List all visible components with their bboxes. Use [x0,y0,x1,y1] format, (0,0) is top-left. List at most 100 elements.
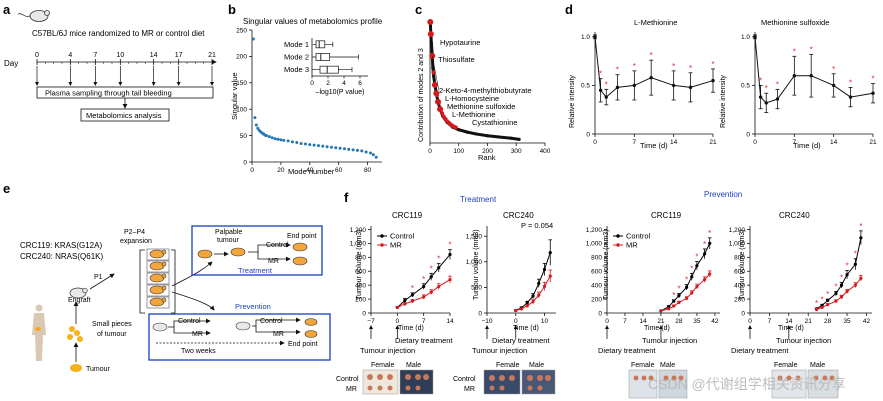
chart-f4-significance-star: * [826,290,829,299]
chart-d2-significance-star: * [759,76,762,85]
chart-f4-point-mr [834,299,838,303]
chart-f2-xtick-label: 10 [541,318,549,325]
expansion-mouse-frame [146,296,170,309]
expansion-mouse-frame [146,248,170,261]
chart-d2-xtick-label: 0 [753,139,757,146]
chart-f3-legend-label: Control [626,232,651,241]
chart-d1-line [594,36,714,98]
chart-f2-xlabel: Time (d) [513,325,539,332]
chart-c-xtick-label: 100 [453,148,464,155]
panel-f: f Treatment Prevention CRC119 CRC240 CRC… [336,190,872,399]
chart-b-point [360,149,364,153]
inset-xtick-label: 2 [326,80,330,87]
chart-d2-title: Methionine sulfoxide [761,18,829,27]
chart-f3-ytick-label: 200 [591,296,602,303]
sampling-arrowhead [118,82,123,86]
chart-f1-legend-marker [380,234,384,238]
inset-xlabel: –log10(P value) [316,89,365,96]
chart-c-point [457,128,461,132]
chart-f3-ytick-label: 1,000 [586,241,603,248]
chart-b-point [253,116,257,120]
chart-f3-point-control [672,299,676,303]
day-tick-label: 17 [175,52,183,59]
chart-b-point [347,147,351,151]
panel-c: c Contribution of modes 2 and 3 Rank 0 10… [415,2,551,162]
small-pieces-line2: of tumour [97,331,127,338]
chart-d1-significance-star: * [633,62,636,71]
chart-d1-ytick-label: 1.0 [581,34,590,41]
prevention-mice-icons [152,318,318,338]
chart-d1-significance-star: * [599,70,602,79]
small-pieces-line1: Small pieces [92,321,132,328]
chart-f4-xtick-label: 7 [768,318,772,325]
chart-b-point [316,144,320,148]
chart-d2-significance-star: * [765,84,768,93]
chart-c-annotation: 2-Keto-4-methylthiobutyrate [439,86,532,95]
chart-b-point [299,142,303,146]
chart-f1-event-arrowhead [395,325,400,329]
chart-f4-point-mr [859,276,863,280]
chart-f2-point-control [531,294,535,298]
chart-f3-significance-star: * [685,275,688,284]
chart-b-point [368,151,372,155]
sampling-arrowhead [210,82,214,86]
chart-b-point [338,146,342,150]
chart-f3-point-control [695,264,699,268]
chart-c-point [485,134,490,138]
panel-label-c: c [415,2,422,17]
two-weeks-label: Two weeks [181,348,216,355]
chart-f3-point-mr [672,304,676,308]
tumour-icon [70,364,82,372]
chart-b-ytick-label: 150 [236,80,247,87]
chart-f4-xtick-label: 28 [824,318,832,325]
chart-d2-point [758,95,763,99]
chart-d2-xtick-label: 21 [869,139,877,146]
photo-strip-4: Female Male [771,362,839,399]
inset-category-label: Mode 1 [284,40,309,49]
chart-d2-point [871,91,875,95]
expansion-mouse-frame [146,284,170,297]
chart-b-point [312,143,316,147]
treatment-mr: MR [268,258,279,265]
photo2-mr: MR [464,386,475,393]
line-crc119: CRC119: KRAS(G12A) [20,241,102,250]
chart-f1-ylabel: Tumour volume (mm3) [356,229,363,300]
chart-f4-significance-star: * [840,273,843,282]
chart-c-xlabel: Rank [478,153,496,162]
expansion-mouse-head [161,285,167,291]
chart-f1-point-control [429,275,433,279]
expansion-mouse-frame [146,260,170,273]
chart-f2-point-mr [537,293,541,297]
chart-f1-point-mr [448,277,452,282]
chart-f1-point-mr [410,299,414,303]
chart-f4-ylabel: Tumour volume (mm3) [739,229,746,300]
chart-f2-point-mr [525,304,529,308]
chart-d2-point [809,74,813,78]
panel-label-a: a [3,2,11,17]
chart-f4-xtick-label: 35 [843,318,851,325]
chart-f2-pvalue: P = 0.054 [521,221,553,230]
chart-f2-event-arrowhead [513,325,518,329]
chart-d2-ylabel: Relative intensity [720,75,727,128]
chart-f3-point-mr [695,284,699,289]
inset-xtick-label: 4 [342,80,346,87]
treatment-title: Treatment [238,266,273,275]
chart-f2-point-mr [542,284,547,288]
expansion-mouse-head [161,261,167,267]
chart-c-point [429,42,434,46]
chart-f1-significance-star: * [430,264,433,273]
chart-d1-point [649,75,653,80]
chart-c-annotation: Methionine sulfoxide [447,102,515,111]
chart-f4-title: CRC240 [779,211,810,220]
chart-f4-point-control [834,291,838,296]
chart-d1-xtick-label: 7 [633,139,637,146]
chart-f3-significance-star: * [690,264,693,273]
f2-dietary-treatment: Dietary treatment [492,336,550,345]
chart-d1-significance-star: * [650,51,653,60]
chart-f4-ytick-label: 1,200 [729,227,746,234]
prevention-mr-1: MR [192,331,203,338]
chart-b-point [308,143,312,147]
chart-f4-event-arrowhead [748,325,752,329]
